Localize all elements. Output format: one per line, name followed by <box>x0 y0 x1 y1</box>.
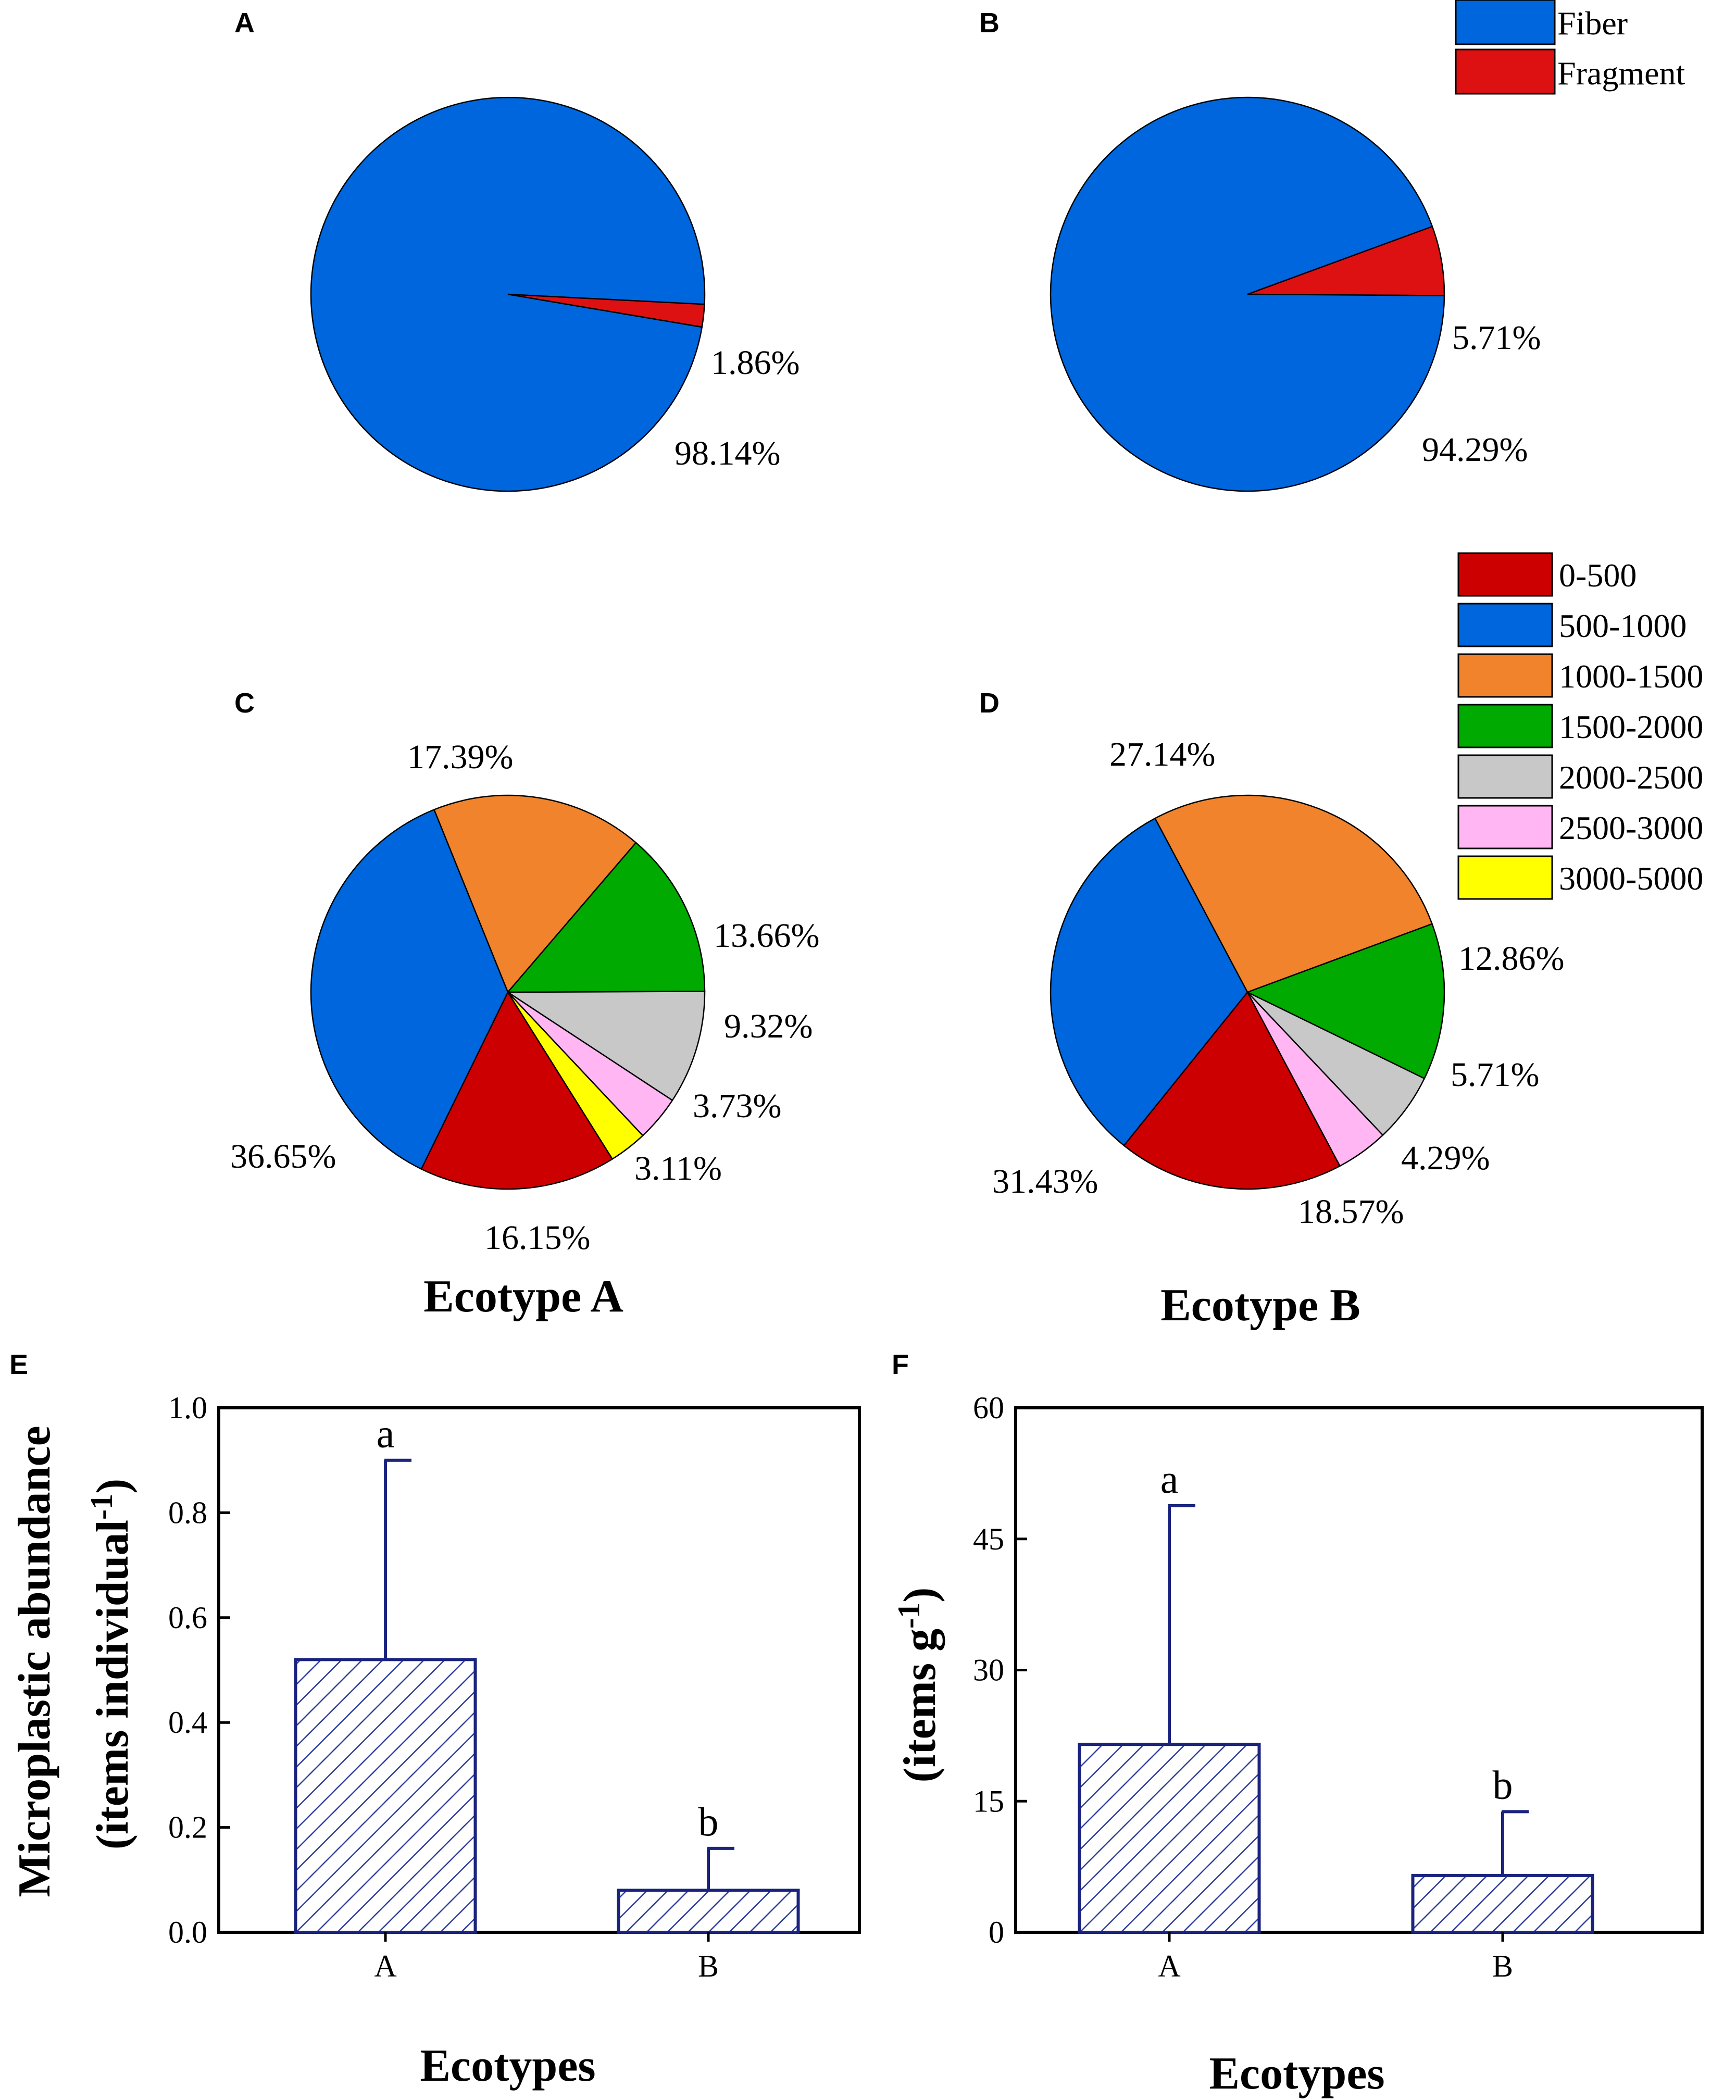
bar-e-ytick-label: 0.0 <box>168 1915 207 1949</box>
legend-shape: Fiber Fragment <box>1455 0 1685 95</box>
pie-c-label-500-1000: 36.65% <box>230 1138 336 1176</box>
pie-d-label-1000-1500: 27.14% <box>1109 735 1215 773</box>
pie-d-slice-0-500 <box>1123 991 1341 1190</box>
legend-label-500-1000: 500-1000 <box>1559 607 1687 644</box>
bar-chart-f: 0 15 30 45 60 a Ab B <box>973 1391 1704 1983</box>
pie-d-label-2000-2500: 5.71% <box>1451 1056 1539 1094</box>
pie-chart-b <box>1050 96 1445 492</box>
bar-e-xlabel: Ecotypes <box>420 2041 595 2091</box>
pie-d-slice-500-1000 <box>1050 817 1248 1147</box>
bar-f-ytick-label: 30 <box>973 1653 1004 1688</box>
pie-a-slice-fiber <box>310 96 706 492</box>
legend-label-2500-3000: 2500-3000 <box>1559 809 1703 846</box>
bar-e-ytick-label: 0.4 <box>168 1705 207 1740</box>
legend-label-0-500: 0-500 <box>1559 557 1637 594</box>
pie-d-slice-1500-2000 <box>1245 923 1445 1080</box>
ecotype-b-title: Ecotype B <box>1160 1280 1360 1331</box>
legend-swatch-3000-5000 <box>1457 855 1553 900</box>
legend-label-fragment: Fragment <box>1557 55 1685 92</box>
legend-swatch-1000-1500 <box>1457 653 1553 698</box>
pie-c-label-3000-5000: 3.11% <box>634 1149 722 1188</box>
bar-e-ytick-label: 0.8 <box>168 1495 207 1530</box>
legend-size: 0-500 500-1000 1000-1500 1500-2000 2000-… <box>1457 552 1703 900</box>
bar-f-sig-a: a <box>1160 1456 1179 1502</box>
legend-swatch-fiber <box>1455 0 1556 45</box>
pie-b-slice-fiber <box>1050 96 1445 492</box>
bar-e-sig-b: b <box>698 1799 719 1844</box>
pie-chart-c <box>310 794 706 1190</box>
ecotype-a-title: Ecotype A <box>423 1271 623 1322</box>
bar-e-frame <box>217 1406 861 1934</box>
legend-label-1500-2000: 1500-2000 <box>1559 708 1703 745</box>
bar-f-sig-b: b <box>1493 1762 1513 1807</box>
bar-e-xtick-label-b: B <box>698 1949 719 1983</box>
bar-e-ytick-label: 0.6 <box>168 1601 207 1635</box>
legend-label-3000-5000: 3000-5000 <box>1559 860 1703 897</box>
bar-f-ytick-label: 15 <box>973 1784 1004 1818</box>
pie-b-label-fragment: 5.71% <box>1452 319 1541 357</box>
pie-a-label-fiber: 98.14% <box>675 434 780 472</box>
pie-c-label-1500-2000: 13.66% <box>714 917 819 955</box>
bar-f-xtick-label-b: B <box>1492 1949 1513 1983</box>
pie-d-label-1500-2000: 12.86% <box>1458 940 1564 978</box>
pie-c-slice-0-500 <box>420 991 614 1190</box>
bar-f-ytick-label: 60 <box>973 1391 1004 1425</box>
bar-f-xtick-label-a: A <box>1158 1949 1180 1983</box>
pie-d-label-0-500: 18.57% <box>1298 1193 1404 1231</box>
pie-a-label-fragment: 1.86% <box>711 344 800 382</box>
legend-swatch-1500-2000 <box>1457 704 1553 748</box>
pie-c-slice-500-1000 <box>310 808 509 1170</box>
pie-c-slice-1500-2000 <box>506 842 706 993</box>
panel-letter-f: F <box>892 1349 909 1380</box>
pie-b-label-fiber: 94.29% <box>1422 431 1528 469</box>
bar-f-bar-b <box>1411 1873 1594 1934</box>
panel-letter-c: C <box>234 688 255 719</box>
panel-letter-b: B <box>979 7 1000 39</box>
pie-d-slice-2000-2500 <box>1247 991 1426 1136</box>
pie-chart-d <box>1050 794 1445 1190</box>
pie-c-label-0-500: 16.15% <box>484 1219 590 1257</box>
pie-chart-a <box>310 96 706 492</box>
bar-e-ylabel-line1: Microplastic abundance <box>9 1426 60 1897</box>
bar-f-xlabel: Ecotypes <box>1209 2048 1384 2099</box>
legend-label-fiber: Fiber <box>1557 5 1628 42</box>
legend-swatch-2000-2500 <box>1457 754 1553 799</box>
bar-f-ytick-label: 0 <box>989 1915 1004 1949</box>
pie-b-slice-fragment <box>1247 226 1445 296</box>
legend-label-2000-2500: 2000-2500 <box>1559 759 1703 796</box>
bar-e-bar-a <box>294 1658 477 1934</box>
legend-swatch-0-500 <box>1457 552 1553 597</box>
panel-letter-a: A <box>234 7 255 39</box>
pie-c-label-2500-3000: 3.73% <box>693 1087 781 1125</box>
legend-label-1000-1500: 1000-1500 <box>1559 658 1703 695</box>
pie-d-label-2500-3000: 4.29% <box>1401 1139 1490 1177</box>
pie-c-slice-2000-2500 <box>505 991 706 1102</box>
pie-d-label-500-1000: 31.43% <box>992 1162 1098 1201</box>
pie-c-slice-1000-1500 <box>433 794 637 994</box>
bar-e-ylabel-line2: (items individual-1) <box>84 1479 138 1850</box>
legend-swatch-fragment <box>1455 48 1556 95</box>
pie-d-slice-1000-1500 <box>1154 794 1433 993</box>
pie-c-label-2000-2500: 9.32% <box>724 1007 813 1045</box>
bar-e-ytick-label: 1.0 <box>168 1391 207 1425</box>
bar-e-ytick-label: 0.2 <box>168 1810 207 1845</box>
panel-letter-e: E <box>9 1349 28 1380</box>
bar-e-bar-b <box>617 1889 800 1934</box>
bar-e-sig-a: a <box>377 1411 395 1456</box>
legend-swatch-500-1000 <box>1457 603 1553 647</box>
bar-chart-e: 0.0 0.2 0.4 0.6 0.8 1.0 a Ab B <box>168 1391 861 1983</box>
legend-swatch-2500-3000 <box>1457 805 1553 849</box>
pie-c-label-1000-1500: 17.39% <box>407 738 513 776</box>
bar-f-bar-a <box>1078 1743 1261 1934</box>
bar-e-xtick-label-a: A <box>374 1949 396 1983</box>
bar-f-ytick-label: 45 <box>973 1522 1004 1556</box>
bar-f-ylabel: (items g-1) <box>892 1588 945 1783</box>
panel-letter-d: D <box>979 688 1000 719</box>
